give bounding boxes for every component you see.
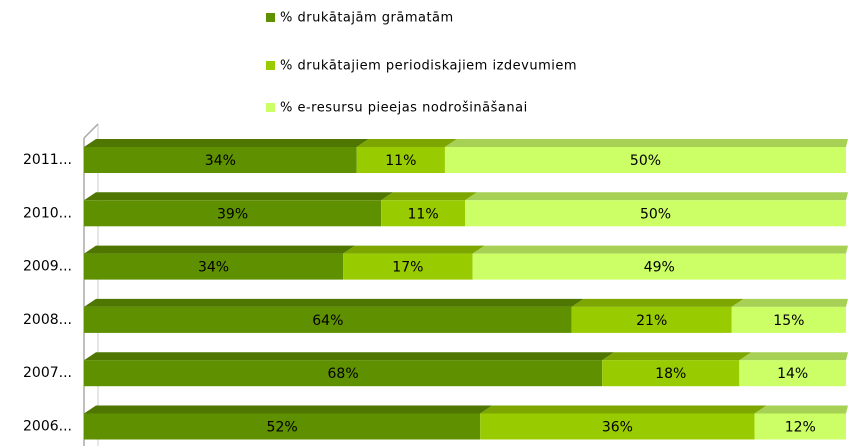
bar-top bbox=[571, 298, 744, 307]
bar-segment bbox=[444, 147, 846, 173]
bar-segment bbox=[480, 413, 755, 440]
data-label: 34% bbox=[198, 260, 229, 276]
legend-label: % drukātajiem periodiskajiem izdevumiem bbox=[280, 59, 577, 74]
data-label: 50% bbox=[630, 153, 661, 169]
data-label: 14% bbox=[777, 366, 808, 382]
category-label: 2006... bbox=[23, 419, 72, 435]
category-label: 2010... bbox=[23, 205, 72, 221]
data-label: 64% bbox=[312, 313, 343, 329]
category-label: 2008... bbox=[23, 312, 72, 328]
data-label: 11% bbox=[385, 153, 416, 169]
data-label: 36% bbox=[602, 420, 633, 436]
bar-segment bbox=[739, 360, 846, 387]
bar-segment bbox=[356, 147, 445, 173]
legend-swatch bbox=[266, 61, 275, 70]
bar-top bbox=[84, 192, 394, 201]
data-label: 68% bbox=[328, 366, 359, 382]
bar-top bbox=[84, 139, 369, 147]
bar-top bbox=[84, 245, 356, 254]
data-label: 49% bbox=[644, 260, 675, 276]
bar-top bbox=[754, 405, 848, 414]
bar-top bbox=[739, 352, 848, 361]
bar-segment bbox=[84, 413, 481, 440]
bar-top bbox=[84, 352, 615, 361]
bar-segment bbox=[602, 360, 740, 387]
bar-segment bbox=[731, 306, 846, 333]
bar-top bbox=[472, 245, 848, 254]
category-label: 2009... bbox=[23, 259, 72, 275]
data-label: 12% bbox=[785, 420, 816, 436]
bar-segment bbox=[343, 253, 473, 280]
data-label: 52% bbox=[267, 420, 298, 436]
bar-segment bbox=[84, 360, 603, 387]
bar-top bbox=[602, 352, 752, 361]
data-label: 18% bbox=[655, 366, 686, 382]
bar-top bbox=[84, 298, 584, 307]
bar-segment bbox=[472, 253, 846, 280]
bar-top bbox=[731, 298, 848, 307]
legend-swatch bbox=[266, 103, 275, 112]
bar-top bbox=[356, 139, 457, 147]
bar-top bbox=[480, 405, 767, 414]
bar-segment bbox=[465, 200, 846, 227]
legend-swatch bbox=[266, 13, 275, 22]
bar-top bbox=[381, 192, 477, 201]
category-label: 2011... bbox=[23, 152, 72, 168]
data-label: 34% bbox=[205, 153, 236, 169]
bar-segment bbox=[571, 306, 732, 333]
data-label: 17% bbox=[392, 260, 423, 276]
bar-segment bbox=[84, 306, 572, 333]
bar-top bbox=[84, 405, 493, 414]
legend-label: % e-resursu pieejas nodrošināšanai bbox=[280, 101, 528, 116]
bar-top bbox=[465, 192, 848, 201]
data-label: 21% bbox=[636, 313, 667, 329]
bar-segment bbox=[84, 200, 382, 227]
data-label: 11% bbox=[408, 206, 439, 222]
data-label: 15% bbox=[773, 313, 804, 329]
legend-label: % drukātajām grāmatām bbox=[280, 11, 454, 26]
bar-segment bbox=[84, 147, 357, 173]
axis-wall-top bbox=[83, 123, 99, 139]
data-label: 39% bbox=[217, 206, 248, 222]
category-label: 2007... bbox=[23, 365, 72, 381]
bar-top bbox=[444, 139, 848, 147]
bar-segment bbox=[84, 253, 344, 280]
data-label: 50% bbox=[640, 206, 671, 222]
bar-segment bbox=[754, 413, 846, 440]
bar-segment bbox=[381, 200, 465, 227]
bar-top bbox=[343, 245, 485, 254]
